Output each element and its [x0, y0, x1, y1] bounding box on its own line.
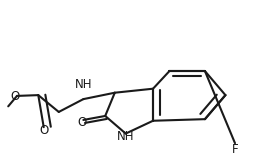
Text: O: O	[77, 116, 87, 129]
Text: O: O	[10, 90, 19, 103]
Text: NH: NH	[117, 130, 134, 143]
Text: F: F	[232, 143, 238, 156]
Text: O: O	[39, 124, 48, 137]
Text: NH: NH	[75, 78, 92, 91]
